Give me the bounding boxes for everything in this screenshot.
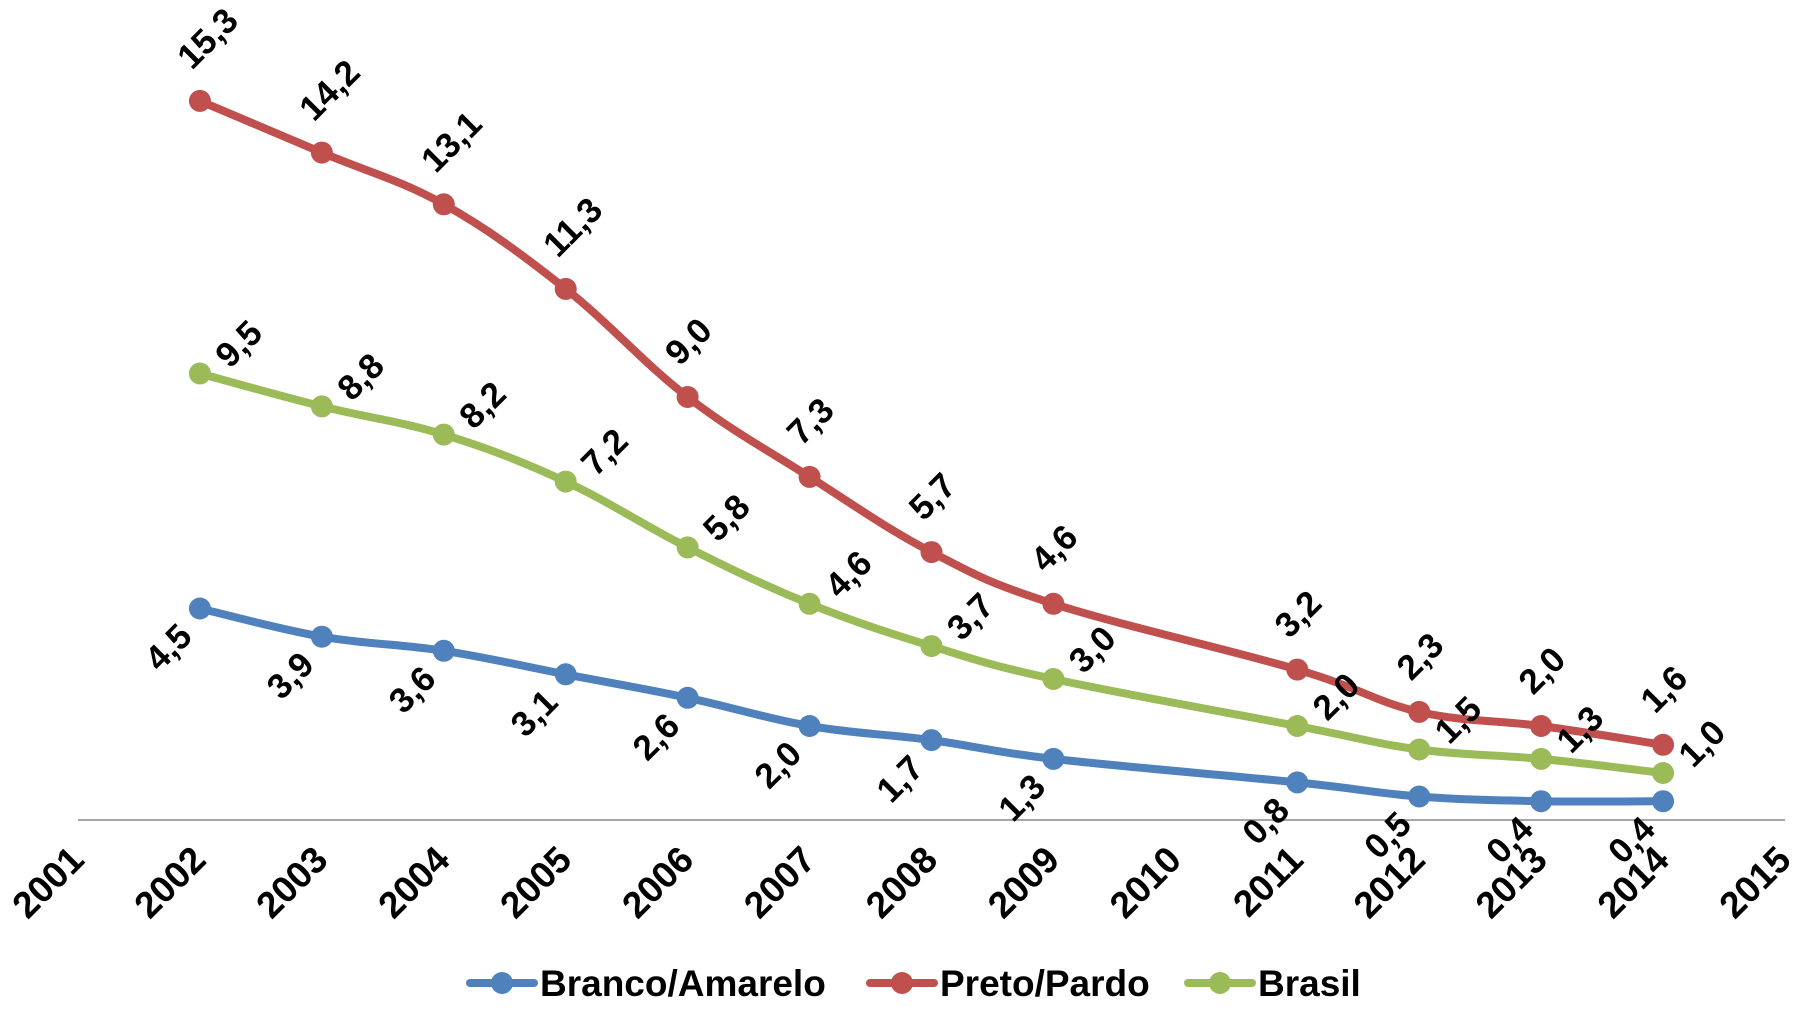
data-label: 8,8 [330,346,392,408]
data-point [188,597,211,620]
data-point [554,277,577,300]
data-label: 3,0 [1062,619,1124,681]
data-label: 5,7 [902,466,964,528]
x-tick-label: 2003 [248,839,335,926]
x-tick-label: 2007 [736,839,823,926]
data-point [798,715,821,737]
data-point [188,89,211,112]
data-label: 5,8 [696,487,758,549]
data-label: 14,2 [292,53,368,129]
data-label: 3,9 [260,645,322,707]
data-point [676,686,699,709]
series-layer [188,89,1675,813]
data-label: 11,3 [536,190,610,264]
data-label: 4,6 [818,543,880,605]
data-point [1652,733,1675,756]
data-label: 4,6 [1024,517,1086,579]
data-point [1530,715,1553,737]
data-point [920,729,943,752]
x-tick-label: 2011 [1225,839,1311,925]
data-label: 2,3 [1389,626,1451,688]
data-label: 4,5 [138,617,200,679]
x-tick-label: 2005 [492,839,579,926]
data-point [1286,715,1309,737]
x-tick-label: 2009 [980,839,1067,926]
data-point [798,592,821,615]
data-point [1408,738,1431,761]
data-label: 2,6 [625,706,687,768]
legend-marker [1209,972,1231,994]
data-point [798,465,821,488]
legend-label: Brasil [1258,963,1361,1004]
data-point [1286,771,1309,794]
data-point [1530,790,1553,813]
data-point [188,362,211,385]
data-point [1652,762,1675,784]
data-point [554,470,577,493]
data-point [432,423,455,446]
x-tick-label: 2006 [614,839,701,926]
data-label: 7,3 [780,391,842,453]
data-label: 1,3 [1549,699,1611,761]
x-tick-label: 2010 [1102,839,1189,926]
data-label: 1,7 [869,748,931,810]
data-label: 2,0 [1511,640,1573,702]
legend: Branco/Amarelo Preto/Pardo Brasil [466,963,1361,1004]
data-label: 1,0 [1671,713,1733,775]
x-tick-label: 2002 [126,839,213,926]
data-label: 15,3 [170,1,246,77]
legend-marker [891,972,913,994]
data-point [554,663,577,686]
data-point [920,635,943,658]
data-label: 1,5 [1427,689,1489,751]
data-label: 2,0 [747,734,809,796]
data-label: 9,0 [658,311,720,373]
data-point [1652,790,1675,813]
x-tick-label: 2001 [4,839,91,926]
data-point [310,395,333,418]
data-point [920,541,943,564]
data-point [432,639,455,662]
legend-marker [491,972,513,994]
x-tick-label: 2004 [370,838,457,925]
data-point [432,193,455,216]
data-label: 1,6 [1633,658,1695,720]
data-point [1042,668,1065,690]
data-label: 0,8 [1235,790,1297,852]
x-tick-label: 2015 [1711,839,1794,926]
data-point [676,386,699,408]
data-label: 3,6 [381,659,443,721]
data-point [1042,592,1065,615]
data-label: 13,1 [414,104,490,180]
data-label: 9,5 [208,313,270,375]
data-label: 3,2 [1267,583,1329,645]
data-point [1408,700,1431,723]
data-point [310,141,333,164]
x-tick-label: 2008 [858,839,945,926]
legend-label: Branco/Amarelo [540,963,826,1004]
data-point [676,536,699,559]
data-point [1286,658,1309,681]
data-label: 7,2 [574,421,636,483]
data-point [310,625,333,648]
data-label: 8,2 [452,374,514,436]
legend-label: Preto/Pardo [940,963,1150,1004]
data-point [1408,785,1431,808]
data-point [1530,747,1553,770]
data-label: 3,1 [503,682,565,744]
data-point [1042,747,1065,770]
data-label: 3,7 [940,586,1002,648]
